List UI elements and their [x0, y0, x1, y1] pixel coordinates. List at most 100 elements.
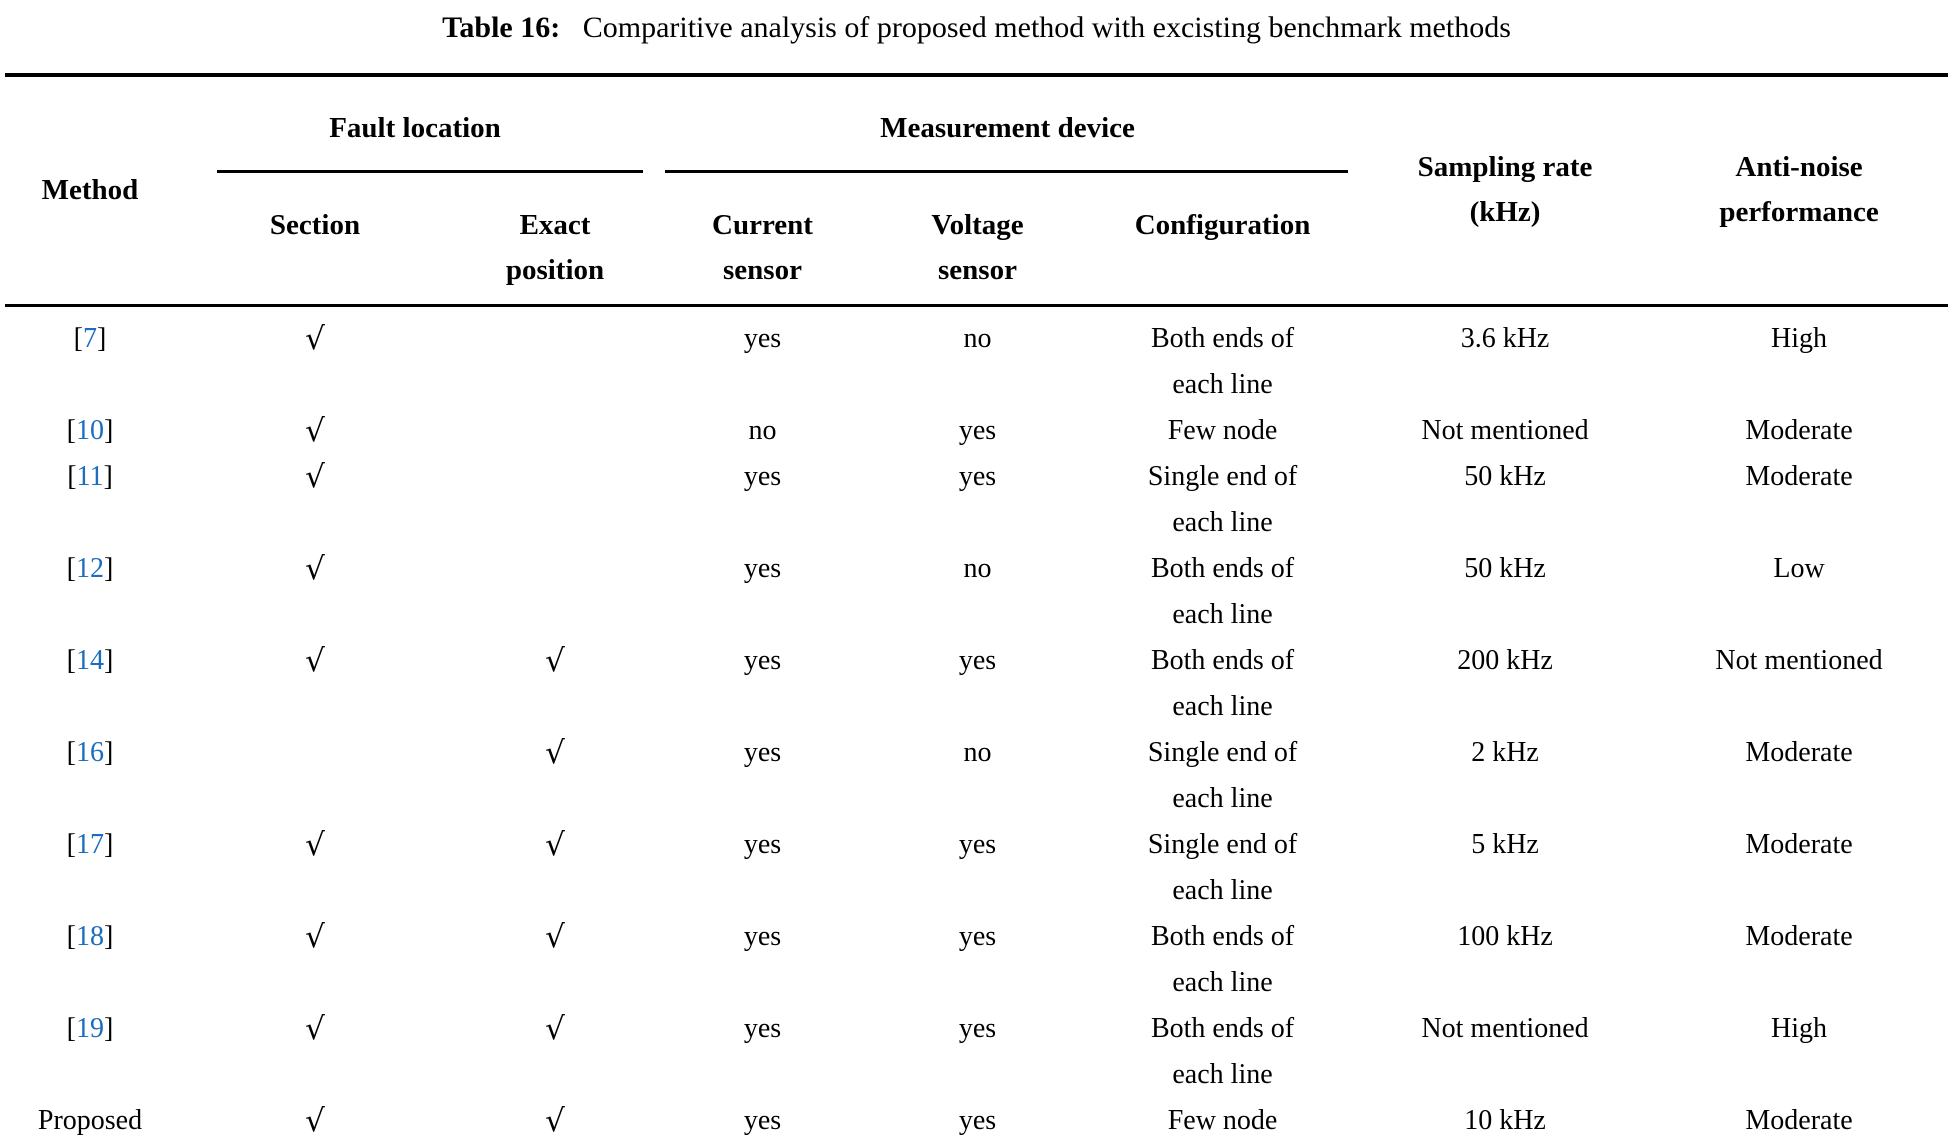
current-sensor-cell: no — [748, 414, 777, 446]
section-cell: √ — [305, 826, 325, 863]
table-row-ref-7: [7] √ yes no Both ends of each line 3.6 … — [5, 305, 1948, 408]
configuration-cell: Few node — [1167, 1104, 1278, 1136]
section-cell: √ — [305, 550, 325, 587]
configuration-cell: Single end of each line — [1147, 460, 1298, 538]
sampling-rate-cell: 5 kHz — [1471, 828, 1539, 860]
section-cell: √ — [305, 320, 325, 357]
bracket-close: ] — [104, 414, 114, 446]
anti-noise-cell: High — [1771, 1012, 1828, 1044]
section-cell: √ — [305, 458, 325, 495]
section-cell — [175, 730, 455, 822]
column-header-method: Method — [41, 173, 139, 206]
method-cell: [14] — [5, 638, 175, 730]
section-cell: √ — [305, 1102, 325, 1139]
anti-noise-cell: Moderate — [1745, 414, 1853, 446]
bracket-close: ] — [104, 644, 114, 676]
bracket-close: ] — [104, 828, 114, 860]
configuration-cell: Both ends of each line — [1150, 920, 1295, 998]
column-group-fault-location: Fault location — [175, 75, 655, 191]
table-caption: Table 16: Comparitive analysis of propos… — [0, 8, 1953, 48]
sampling-rate-cell: 2 kHz — [1471, 736, 1539, 768]
exact-position-cell — [455, 546, 655, 638]
current-sensor-cell: yes — [743, 1104, 782, 1136]
voltage-sensor-cell: no — [963, 322, 992, 354]
citation-number: 11 — [76, 460, 104, 492]
column-header-sampling-rate: Sampling rate (kHz) — [1417, 151, 1593, 229]
table-header: Method Fault location Measurement device… — [5, 75, 1949, 305]
table-row-ref-11: [11] √ yes yes Single end of each line 5… — [5, 454, 1948, 546]
anti-noise-cell: Low — [1773, 552, 1825, 584]
citation-link-14[interactable]: [14] — [67, 645, 114, 676]
bracket-close: ] — [97, 322, 107, 354]
bracket-open: [ — [66, 736, 76, 768]
anti-noise-cell: Moderate — [1745, 828, 1853, 860]
table-row-ref-12: [12] √ yes no Both ends of each line 50 … — [5, 546, 1948, 638]
voltage-sensor-cell: yes — [958, 920, 997, 952]
method-cell: [17] — [5, 822, 175, 914]
citation-link-17[interactable]: [17] — [67, 829, 114, 860]
exact-position-cell: √ — [545, 642, 565, 679]
bracket-open: [ — [67, 460, 77, 492]
configuration-cell: Both ends of each line — [1150, 1012, 1295, 1090]
citation-link-16[interactable]: [16] — [67, 737, 114, 768]
anti-noise-cell: Moderate — [1745, 736, 1853, 768]
method-cell: [11] — [5, 454, 175, 546]
exact-position-cell — [455, 305, 655, 408]
table-row-ref-17: [17] √ √ yes yes Single end of each line… — [5, 822, 1948, 914]
method-cell: [12] — [5, 546, 175, 638]
sampling-rate-cell: 50 kHz — [1464, 460, 1546, 492]
voltage-sensor-cell: yes — [958, 414, 997, 446]
bracket-open: [ — [66, 644, 76, 676]
section-cell: √ — [305, 642, 325, 679]
anti-noise-cell: Moderate — [1745, 920, 1853, 952]
citation-number: 16 — [76, 736, 104, 768]
method-cell: [16] — [5, 730, 175, 822]
caption-spacer — [568, 11, 583, 44]
exact-position-cell: √ — [545, 826, 565, 863]
table-caption-text: Comparitive analysis of proposed method … — [582, 11, 1511, 44]
sampling-rate-cell: Not mentioned — [1421, 1012, 1589, 1044]
current-sensor-cell: yes — [743, 552, 782, 584]
citation-number: 19 — [76, 1012, 104, 1044]
configuration-cell: Single end of each line — [1147, 736, 1298, 814]
voltage-sensor-cell: yes — [958, 460, 997, 492]
voltage-sensor-cell: no — [963, 736, 992, 768]
column-header-exact-position: Exact position — [505, 209, 605, 286]
current-sensor-cell: yes — [743, 322, 782, 354]
citation-link-18[interactable]: [18] — [67, 921, 114, 952]
method-cell: [7] — [5, 305, 175, 408]
header-group-row: Method Fault location Measurement device… — [5, 75, 1948, 228]
current-sensor-cell: yes — [743, 644, 782, 676]
benchmark-comparison-table: Method Fault location Measurement device… — [5, 73, 1949, 1139]
bracket-close: ] — [104, 1012, 114, 1044]
citation-link-11[interactable]: [11] — [67, 461, 113, 492]
section-cell: √ — [305, 1010, 325, 1047]
voltage-sensor-cell: no — [963, 552, 992, 584]
header-sub-row: Section Exact position Current sensor Vo… — [5, 191, 1948, 305]
citation-link-19[interactable]: [19] — [67, 1013, 114, 1044]
table-caption-label: Table 16: — [442, 11, 561, 44]
column-header-configuration: Configuration — [1134, 209, 1311, 241]
sampling-rate-cell: 3.6 kHz — [1460, 322, 1550, 354]
method-cell: Proposed method — [37, 1104, 143, 1136]
anti-noise-cell: Not mentioned — [1715, 644, 1883, 676]
bracket-open: [ — [66, 552, 76, 584]
citation-link-10[interactable]: [10] — [67, 415, 114, 446]
citation-number: 10 — [76, 414, 104, 446]
table-row-ref-14: [14] √ √ yes yes Both ends of each line … — [5, 638, 1948, 730]
configuration-cell: Both ends of each line — [1150, 552, 1295, 630]
bracket-close: ] — [104, 552, 114, 584]
table-row-ref-10: [10] √ no yes Few node Not mentioned Mod… — [5, 408, 1948, 454]
sampling-rate-cell: 200 kHz — [1457, 644, 1553, 676]
method-cell: [18] — [5, 914, 175, 1006]
citation-link-7[interactable]: [7] — [74, 323, 107, 354]
table-row-ref-16: [16] √ yes no Single end of each line 2 … — [5, 730, 1948, 822]
citation-link-12[interactable]: [12] — [67, 553, 114, 584]
fault-location-group-rule — [217, 170, 643, 173]
sampling-rate-cell: 50 kHz — [1464, 552, 1546, 584]
table-body: [7] √ yes no Both ends of each line 3.6 … — [5, 305, 1948, 1139]
method-cell: [10] — [5, 408, 175, 454]
column-group-measurement-device: Measurement device — [655, 75, 1360, 191]
measurement-device-group-label: Measurement device — [880, 112, 1135, 144]
